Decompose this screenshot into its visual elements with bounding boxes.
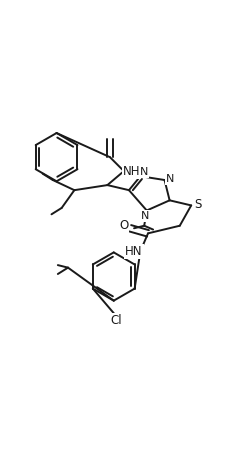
Text: Cl: Cl bbox=[110, 314, 122, 327]
Text: S: S bbox=[193, 197, 200, 211]
Text: N: N bbox=[139, 168, 148, 178]
Text: NH: NH bbox=[122, 165, 140, 178]
Text: N: N bbox=[165, 174, 174, 184]
Text: O: O bbox=[119, 219, 128, 232]
Text: N: N bbox=[141, 211, 149, 221]
Text: HN: HN bbox=[125, 245, 142, 257]
